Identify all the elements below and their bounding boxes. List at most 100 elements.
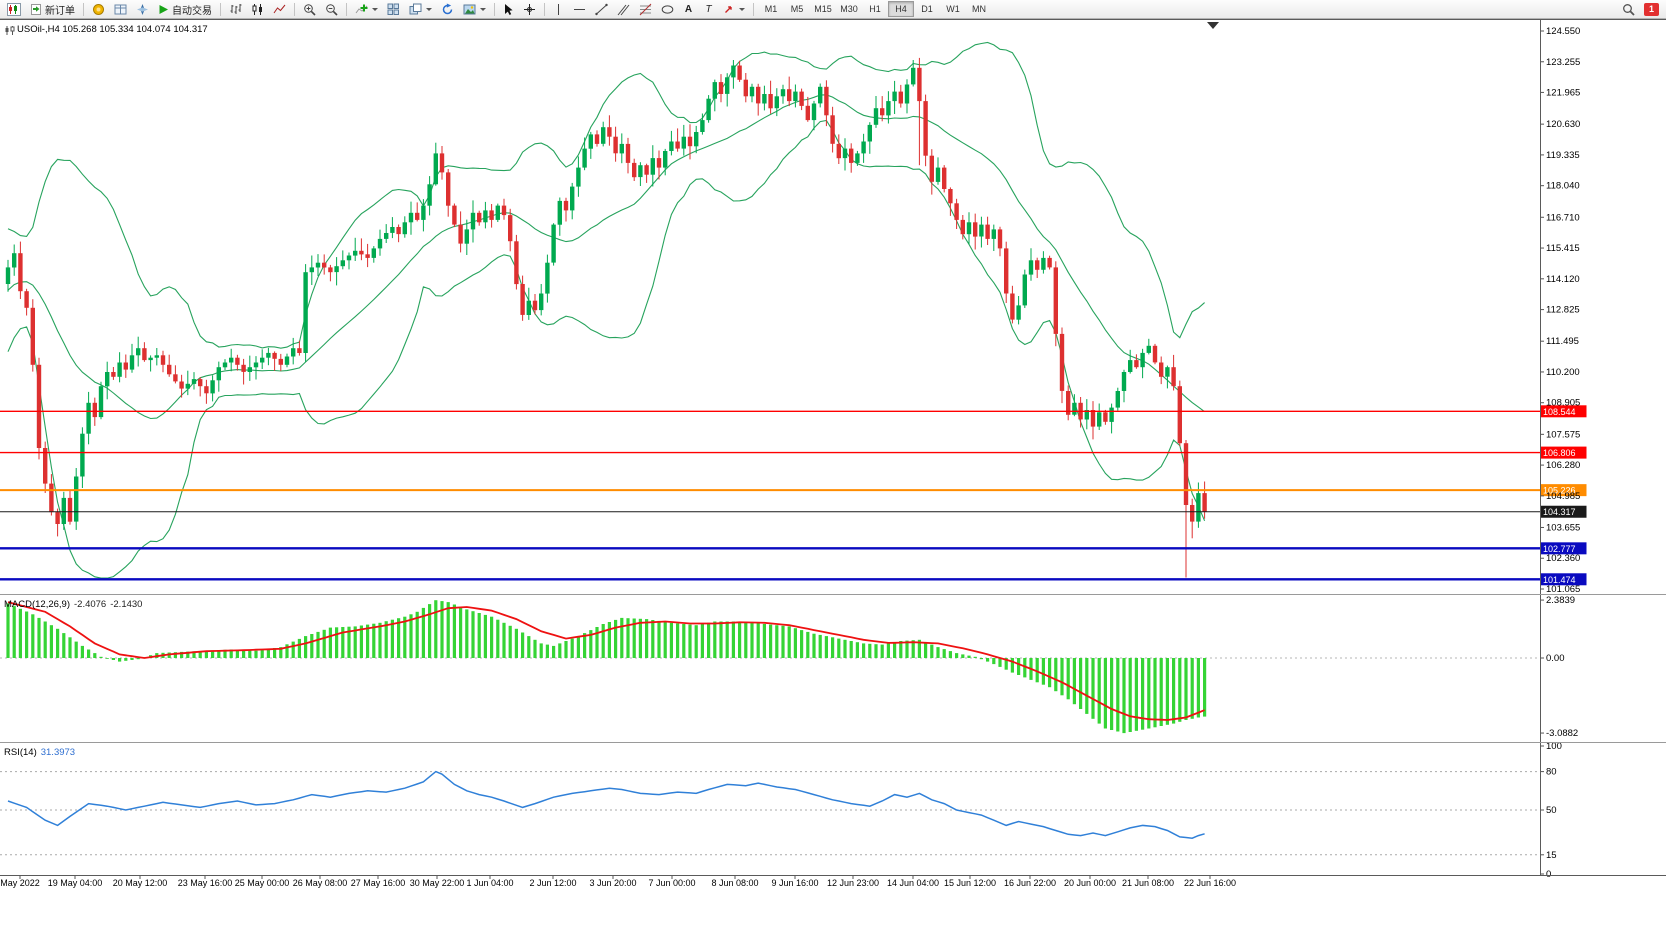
price-tag: 104.317 [1540, 505, 1587, 518]
dropdown-caret [426, 7, 432, 11]
svg-text:23 May 16:00: 23 May 16:00 [178, 878, 233, 888]
cursor-icon [505, 3, 513, 15]
new-order-label: 新订单 [45, 5, 75, 17]
svg-text:118.040: 118.040 [1546, 181, 1580, 192]
data-window-button[interactable] [110, 1, 131, 18]
fibonacci-button[interactable] [635, 1, 656, 18]
label-button[interactable]: T [699, 1, 718, 18]
crosshair-button[interactable] [519, 1, 540, 18]
macd-panel [0, 600, 1540, 734]
snapshot-button[interactable] [459, 1, 490, 18]
timeframe-m30-button[interactable]: M30 [836, 1, 862, 17]
svg-text:124.550: 124.550 [1546, 26, 1580, 37]
timeframe-h4-button[interactable]: H4 [888, 1, 914, 17]
new-order-button[interactable]: 新订单 [26, 1, 79, 18]
dropdown-caret [372, 7, 378, 11]
svg-text:106.280: 106.280 [1546, 460, 1580, 471]
toolbar-separator [346, 2, 347, 16]
market-button[interactable] [88, 1, 109, 18]
rsi-name: RSI(14) [4, 747, 37, 758]
svg-text:8 Jun 08:00: 8 Jun 08:00 [711, 878, 758, 888]
fibonacci-icon [639, 3, 652, 15]
notification-badge[interactable]: 1 [1644, 2, 1659, 16]
text-tool-icon: A [684, 3, 693, 15]
crosshair-icon [524, 3, 535, 15]
trendline-button[interactable] [591, 1, 612, 18]
timeframe-m15-button[interactable]: M15 [810, 1, 836, 17]
svg-text:21 Jun 08:00: 21 Jun 08:00 [1122, 878, 1174, 888]
rsi-axis: 100 80 50 15 0 [1540, 741, 1562, 880]
macd-signal-value: -2.1430 [110, 599, 143, 610]
chart-shift-marker[interactable] [1207, 22, 1219, 29]
candlestick-button[interactable] [247, 1, 268, 18]
price-tag: 108.544 [1540, 405, 1587, 418]
svg-text:104.317: 104.317 [1543, 507, 1576, 517]
macd-main-value: -2.4076 [74, 599, 107, 610]
tile-windows-button[interactable] [383, 1, 404, 18]
svg-text:15 Jun 12:00: 15 Jun 12:00 [944, 878, 996, 888]
cycle-button[interactable] [437, 1, 458, 18]
chart-window-icon [7, 2, 21, 16]
svg-text:19 May 04:00: 19 May 04:00 [48, 878, 103, 888]
text-button[interactable]: A [679, 1, 698, 18]
search-icon [1623, 3, 1635, 16]
arrow-tool-icon [725, 6, 732, 13]
cycle-icon [442, 3, 453, 14]
vertical-line-button[interactable] [549, 1, 568, 18]
svg-text:9 Jun 16:00: 9 Jun 16:00 [771, 878, 818, 888]
svg-text:107.575: 107.575 [1546, 429, 1580, 440]
bar-chart-icon [230, 3, 242, 14]
timeframe-mn-button[interactable]: MN [966, 1, 992, 17]
timeframe-m1-button[interactable]: M1 [758, 1, 784, 17]
svg-text:16 Jun 22:00: 16 Jun 22:00 [1004, 878, 1056, 888]
market-icon [93, 3, 104, 15]
svg-text:120.630: 120.630 [1546, 119, 1580, 130]
svg-text:101.474: 101.474 [1543, 575, 1576, 585]
svg-text:2.3839: 2.3839 [1546, 595, 1575, 606]
candles [5, 57, 1207, 578]
ellipse-button[interactable] [657, 1, 678, 18]
svg-text:2 Jun 12:00: 2 Jun 12:00 [529, 878, 576, 888]
svg-text:-3.0882: -3.0882 [1546, 728, 1578, 739]
svg-text:0: 0 [1546, 869, 1551, 880]
svg-text:3 Jun 20:00: 3 Jun 20:00 [589, 878, 636, 888]
zoom-in-button[interactable] [299, 1, 320, 18]
toolbar-separator [494, 2, 495, 16]
svg-text:102.777: 102.777 [1543, 544, 1576, 554]
svg-text:110.200: 110.200 [1546, 367, 1580, 378]
indicators-button[interactable] [351, 1, 382, 18]
svg-text:0.00: 0.00 [1546, 653, 1565, 664]
dropdown-caret [480, 7, 486, 11]
svg-text:108.905: 108.905 [1546, 398, 1580, 409]
timeframe-h1-button[interactable]: H1 [862, 1, 888, 17]
arrows-button[interactable] [719, 1, 749, 18]
price-tag: 106.806 [1540, 446, 1587, 459]
macd-indicator-label: MACD(12,26,9) -2.4076 -2.1430 [4, 599, 142, 610]
toolbar: 新订单 自动交易 A T M1 M5 M15 M30 H1 H4 D1 W1 MN 1 [0, 0, 1666, 19]
svg-text:15: 15 [1546, 850, 1557, 861]
templates-button[interactable] [405, 1, 436, 18]
navigator-button[interactable] [132, 1, 153, 18]
channel-button[interactable] [613, 1, 634, 18]
svg-text:108.544: 108.544 [1543, 407, 1576, 417]
autotrade-button[interactable]: 自动交易 [154, 1, 216, 18]
timeframe-m5-button[interactable]: M5 [784, 1, 810, 17]
line-chart-icon [273, 4, 286, 13]
horizontal-line-button[interactable] [569, 1, 590, 18]
timeframe-w1-button[interactable]: W1 [940, 1, 966, 17]
chart-window-button[interactable] [3, 1, 25, 18]
channel-icon [617, 4, 630, 15]
symbol-ohlc-title: USOil-,H4 105.268 105.334 104.074 104.31… [17, 24, 208, 35]
cursor-button[interactable] [499, 1, 518, 18]
bar-chart-button[interactable] [225, 1, 246, 18]
svg-text:111.495: 111.495 [1546, 336, 1579, 347]
zoom-out-button[interactable] [321, 1, 342, 18]
price-tag: 105.226 [1540, 484, 1587, 497]
svg-text:25 May 00:00: 25 May 00:00 [235, 878, 290, 888]
search-button[interactable] [1618, 1, 1639, 18]
svg-text:50: 50 [1546, 805, 1557, 816]
indicators-plus-icon [355, 4, 368, 13]
timeframe-d1-button[interactable]: D1 [914, 1, 940, 17]
line-chart-button[interactable] [269, 1, 290, 18]
